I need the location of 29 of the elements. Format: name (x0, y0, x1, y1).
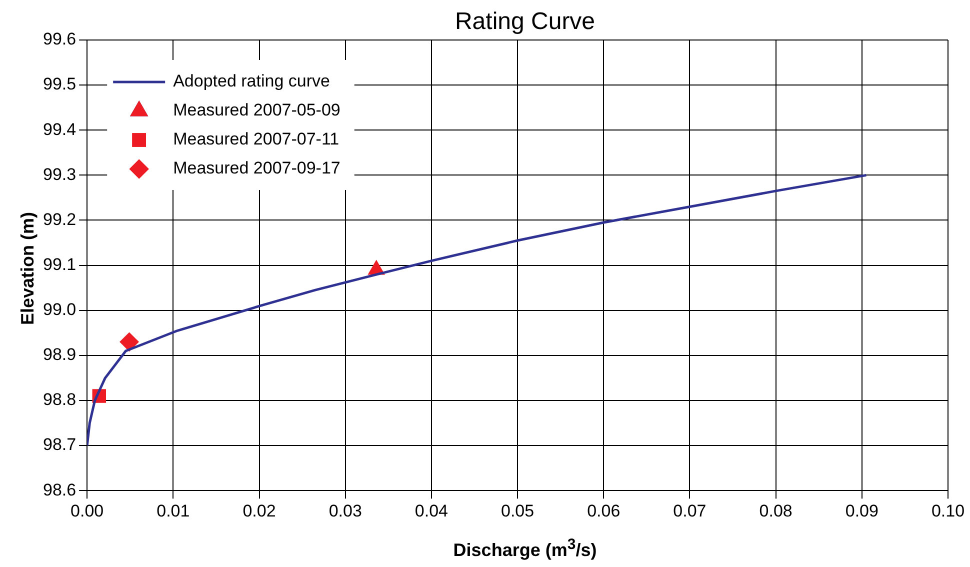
y-tick-label: 98.6 (42, 480, 76, 500)
x-tick-label: 0.07 (673, 501, 706, 520)
chart-title: Rating Curve (454, 8, 596, 36)
x-tick-label: 0.08 (759, 501, 792, 520)
x-tick-label: 0.03 (328, 501, 362, 520)
x-tick-label: 0.09 (845, 501, 878, 520)
x-tick-label: 0.10 (931, 501, 965, 520)
y-tick-label: 99.0 (42, 300, 76, 320)
y-tick-label: 98.8 (42, 390, 76, 410)
y-tick-label: 98.7 (42, 435, 76, 454)
x-tick-label: 0.05 (500, 501, 534, 520)
x-tick-label: 0.04 (414, 501, 448, 520)
y-tick-label: 98.9 (42, 345, 76, 364)
legend-label: Adopted rating curve (173, 72, 330, 91)
x-tick-label: 0.01 (156, 501, 190, 520)
y-tick-label: 99.5 (42, 74, 76, 94)
x-tick-label: 0.06 (587, 501, 620, 520)
y-tick-label: 99.1 (42, 254, 76, 274)
x-axis-title: Discharge (m$^{3}$/s) (452, 536, 598, 561)
y-tick-label: 99.3 (42, 164, 76, 184)
legend-label: Measured 2007-07-11 (173, 130, 340, 149)
y-tick-label: 99.2 (42, 210, 76, 229)
x-tick-label: 0.02 (242, 501, 276, 520)
legend-label: Measured 2007-09-17 (173, 158, 340, 178)
y-tick-label: 99.6 (42, 30, 76, 49)
x-tick-label: 0.00 (70, 501, 104, 520)
y-tick-label: 99.4 (42, 120, 76, 139)
legend-label: Measured 2007-05-09 (173, 100, 340, 120)
y-axis-title: Elevation (m) (18, 210, 38, 328)
